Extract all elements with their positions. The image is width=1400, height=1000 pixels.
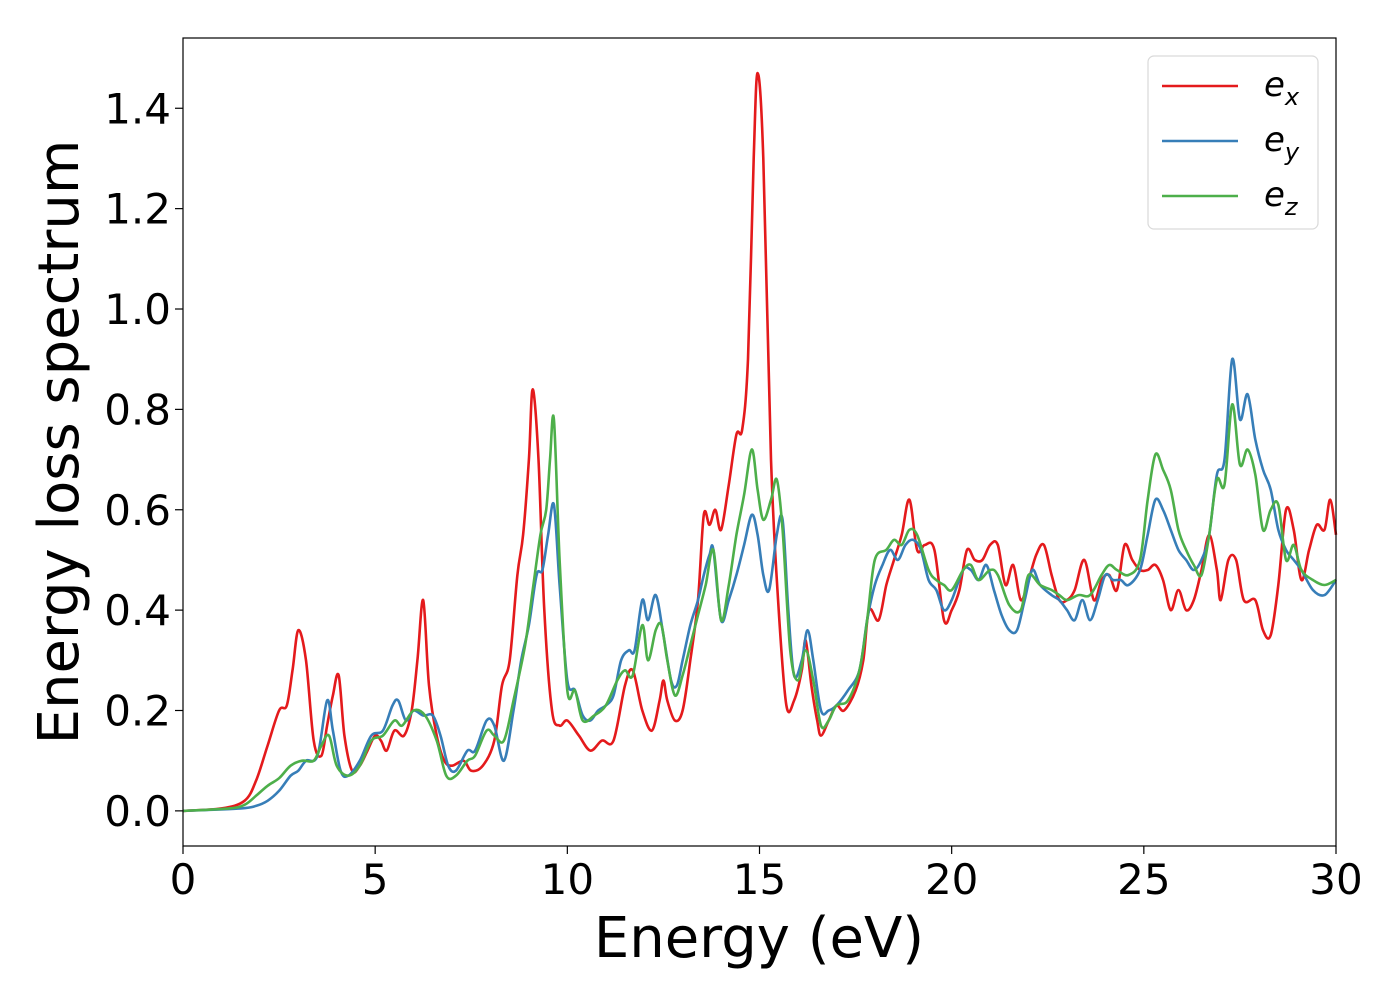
x-axis-label: Energy (eV) <box>594 906 924 971</box>
x-axis-ticks: 0 5 10 15 20 25 30 <box>170 846 1363 904</box>
y-tick-label: 0.0 <box>104 787 171 836</box>
legend-label-subscript: y <box>1284 138 1300 166</box>
x-tick-label: 15 <box>733 855 786 904</box>
x-tick-label: 30 <box>1309 855 1362 904</box>
series-line-x <box>182 71 1338 813</box>
y-axis-ticks: 0.0 0.2 0.4 0.6 0.8 1.0 1.2 1.4 <box>104 84 183 836</box>
y-tick-label: 0.4 <box>104 586 171 635</box>
y-tick-label: 1.0 <box>104 285 171 334</box>
x-tick-label: 25 <box>1117 855 1170 904</box>
legend-label-x: ex <box>1264 65 1300 111</box>
y-tick-label: 1.2 <box>104 185 171 234</box>
y-tick-label: 1.4 <box>104 84 171 133</box>
legend-label-base: e <box>1264 65 1285 105</box>
legend-label-base: e <box>1264 120 1285 160</box>
series-layer <box>182 71 1338 813</box>
y-tick-label: 0.8 <box>104 385 171 434</box>
series-line-z <box>182 403 1337 813</box>
x-tick-label: 20 <box>925 855 978 904</box>
y-axis-label: Energy loss spectrum <box>27 140 92 745</box>
x-tick-label: 5 <box>362 855 389 904</box>
legend-box <box>1147 55 1319 230</box>
legend-label-z: ez <box>1264 175 1299 221</box>
x-tick-label: 0 <box>170 855 197 904</box>
legend-label-subscript: x <box>1284 83 1300 111</box>
x-tick-label: 10 <box>541 855 594 904</box>
y-tick-label: 0.2 <box>104 686 171 735</box>
legend-label-y: ey <box>1264 120 1300 166</box>
legend-label-base: e <box>1264 175 1285 215</box>
legend-label-subscript: z <box>1284 193 1299 221</box>
y-tick-label: 0.6 <box>104 486 171 535</box>
